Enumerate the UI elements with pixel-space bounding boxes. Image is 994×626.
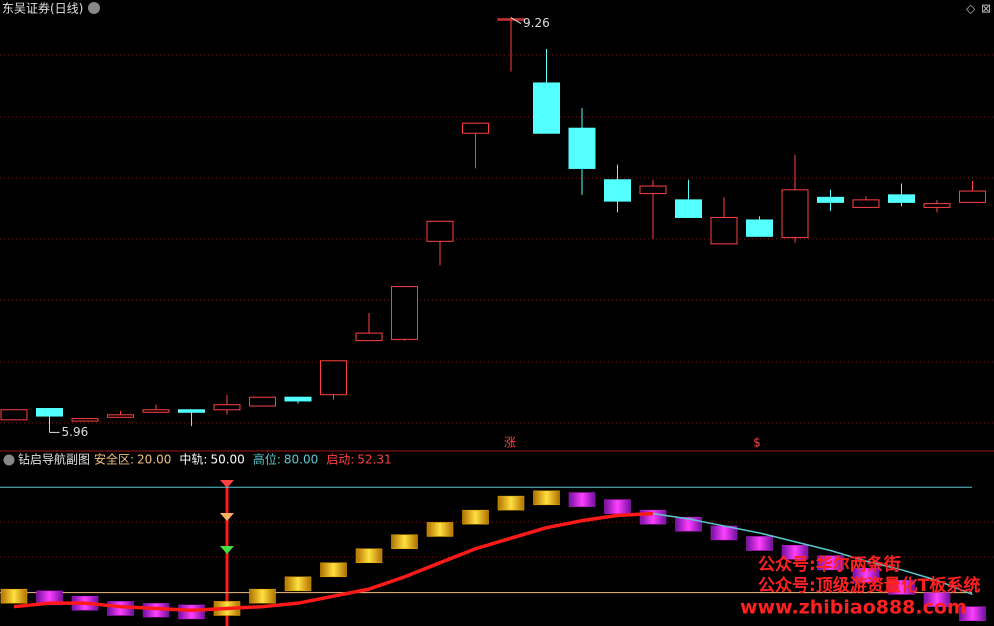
candle-body (71, 418, 99, 422)
bar (497, 495, 525, 511)
candle-body (355, 332, 383, 342)
candle-body (675, 199, 702, 218)
bar (249, 588, 276, 604)
legend: 安全区: 20.00 中轨: 50.00 高位: 80.00 启动: 52.31 (94, 452, 392, 467)
candle-body (213, 404, 241, 411)
candle-body (284, 396, 312, 402)
legend-label: 安全区: (94, 452, 134, 467)
bar (959, 606, 986, 621)
candle-body (781, 189, 809, 239)
legend-label: 高位: (253, 452, 281, 467)
bar (462, 509, 489, 525)
candle-body (710, 216, 738, 245)
candle-body (462, 122, 489, 134)
bar (355, 548, 383, 564)
bar (817, 555, 844, 571)
marker: 涨 (504, 435, 516, 450)
bar (923, 592, 951, 607)
chart-title: 东吴证券(日线) (2, 1, 83, 16)
annotation: 5.96 (62, 425, 89, 439)
candle-body (142, 409, 170, 413)
watermark: 公众号:顶级游资量化T板系统 (758, 575, 980, 596)
candle-body (604, 179, 631, 202)
bar (568, 492, 596, 507)
bar (0, 588, 28, 604)
plot: 9.26 5.96 (0, 16, 986, 621)
bar (178, 604, 205, 620)
candle-body (36, 408, 63, 417)
candle-body (568, 127, 596, 169)
bar (284, 576, 312, 592)
candle-body (639, 185, 667, 195)
panel-title: 钻启导航副图 (18, 452, 90, 467)
candle-body (746, 219, 773, 237)
candle-body (852, 199, 880, 208)
candle-body (391, 286, 418, 340)
candle-body (817, 196, 844, 203)
bar (781, 545, 809, 560)
bar (604, 499, 631, 514)
bar (639, 509, 667, 525)
indicator-line (13, 511, 654, 612)
legend-value: 80.00 (284, 453, 318, 467)
bar (852, 567, 880, 583)
legend-label: 中轨: (179, 452, 207, 467)
menu-icon[interactable] (88, 2, 100, 14)
marker: $ (753, 436, 761, 450)
bar (533, 490, 560, 506)
legend-value: 20.00 (137, 453, 171, 467)
legend-label: 启动: (326, 453, 354, 467)
bar (391, 534, 418, 549)
candle-body (249, 396, 276, 407)
candle-body (497, 18, 525, 21)
watermark: 公众号:华尔两条街 (758, 554, 901, 575)
icon[interactable]: ⊠ (981, 2, 991, 16)
candle-body (533, 82, 560, 134)
candle-body (178, 409, 205, 413)
annotation-pointer (510, 17, 522, 25)
candle-body (923, 203, 951, 208)
bar (426, 522, 454, 537)
candle-body (959, 190, 986, 203)
bar (888, 580, 915, 595)
diamond (220, 513, 234, 521)
diamond (220, 480, 234, 488)
candle-body (0, 409, 28, 421)
annotation: 9.26 (523, 16, 550, 30)
bar (320, 562, 347, 578)
candle-body (107, 414, 134, 418)
grid (0, 54, 994, 558)
watermark: www.zhibiao888.com (740, 597, 967, 619)
candle-body (888, 194, 915, 203)
candle-body (320, 360, 347, 396)
menu-icon[interactable] (3, 454, 15, 466)
indicator-line (652, 512, 973, 596)
bar (746, 536, 773, 551)
icon[interactable]: ◇ (966, 2, 976, 16)
candle-body (426, 220, 454, 242)
legend-value: 52.31 (357, 453, 391, 467)
diamond (220, 546, 234, 554)
legend-value: 50.00 (210, 453, 244, 467)
